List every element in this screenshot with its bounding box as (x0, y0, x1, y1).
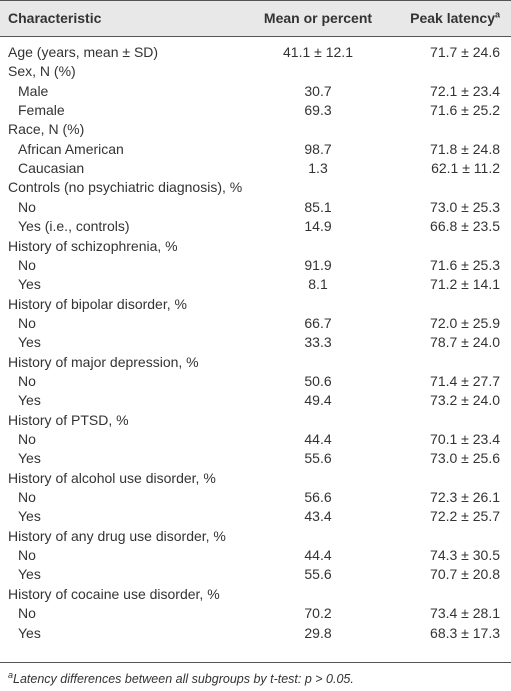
row-label: Yes (18, 334, 41, 351)
row-label: Yes (i.e., controls) (18, 218, 130, 235)
row-label: No (18, 431, 36, 447)
latency-cell: 71.2 ± 14.1 (430, 276, 500, 293)
latency-cell: 72.0 ± 25.9 (430, 314, 500, 331)
row-label: No (18, 372, 36, 389)
mean-cell: 44.4 (304, 547, 332, 564)
mean-cell: 1.3 (308, 160, 328, 177)
row-label: Female (18, 102, 65, 119)
latency-cell: 71.6 ± 25.2 (430, 102, 500, 119)
mean-cell: 43.4 (304, 508, 332, 525)
row-label: Yes (18, 624, 41, 641)
row-label: Sex, N (%) (8, 63, 76, 80)
row-label: No (18, 605, 36, 622)
row-label: No (18, 489, 36, 506)
latency-cell: 70.7 ± 20.8 (430, 566, 500, 583)
row-label: No (18, 547, 36, 564)
mean-cell: 66.7 (304, 314, 332, 331)
mean-cell: 91.9 (304, 256, 332, 273)
latency-cell: 72.3 ± 26.1 (430, 489, 500, 506)
mean-cell: 14.9 (304, 218, 332, 235)
row-label: No (18, 198, 36, 215)
latency-cell: 72.1 ± 23.4 (430, 82, 500, 99)
header-cell: Peak latencya (410, 9, 500, 28)
mean-cell: 56.6 (304, 489, 332, 506)
row-label: Age (years, mean ± SD) (8, 44, 159, 60)
row-label: African American (18, 140, 124, 157)
header-text: Peak latency (410, 10, 495, 26)
footnote-sup: a (8, 669, 14, 680)
latency-cell: 73.4 ± 28.1 (430, 605, 500, 622)
mean-cell: 33.3 (304, 334, 332, 351)
header-cell: Mean or percent (263, 10, 373, 26)
mean-cell: 70.2 (304, 605, 332, 622)
latency-cell: 72.2 ± 25.7 (430, 508, 500, 525)
mean-cell: 29.8 (304, 624, 332, 641)
row-label: Male (18, 82, 49, 99)
mean-cell: 8.1 (308, 276, 328, 293)
row-label: History of major depression, % (8, 353, 199, 370)
mean-cell: 49.4 (304, 392, 332, 409)
row-label: No (18, 256, 36, 273)
mean-cell: 98.7 (304, 140, 332, 157)
mean-cell: 44.4 (304, 431, 332, 447)
latency-cell: 66.8 ± 23.5 (430, 218, 500, 235)
row-label: Yes (18, 450, 41, 467)
latency-cell: 68.3 ± 17.3 (430, 624, 500, 641)
row-label: Yes (18, 392, 41, 409)
row-label: Controls (no psychiatric diagnosis), % (8, 179, 243, 196)
latency-cell: 78.7 ± 24.0 (430, 334, 500, 351)
mean-cell: 41.1 ± 12.1 (283, 44, 353, 60)
latency-cell: 73.0 ± 25.6 (430, 450, 500, 467)
row-label: Yes (18, 566, 41, 583)
row-label: Yes (18, 508, 41, 525)
row-label: Yes (18, 276, 41, 293)
row-label: History of cocaine use disorder, % (8, 585, 220, 602)
mean-cell: 69.3 (304, 102, 332, 119)
mean-cell: 85.1 (304, 198, 332, 215)
latency-cell: 71.4 ± 27.7 (430, 372, 500, 389)
header-cell: Characteristic (8, 10, 102, 26)
mean-cell: 30.7 (304, 82, 332, 99)
mean-cell: 50.6 (304, 372, 332, 389)
row-label: No (18, 314, 36, 331)
mean-cell: 55.6 (304, 566, 332, 583)
row-label: Race, N (%) (8, 121, 85, 138)
latency-cell: 73.2 ± 24.0 (430, 392, 500, 409)
footnote-text: Latency differences between all subgroup… (13, 672, 354, 686)
latency-cell: 71.7 ± 24.6 (430, 44, 500, 60)
row-label: History of PTSD, % (8, 411, 129, 428)
header-sup: a (494, 9, 500, 20)
table-header: Characteristic Mean or percent Peak late… (0, 0, 511, 37)
latency-cell: 74.3 ± 30.5 (430, 547, 500, 564)
row-label: Caucasian (18, 160, 85, 177)
latency-cell: 70.1 ± 23.4 (430, 431, 500, 447)
row-label: History of alcohol use disorder, % (8, 469, 216, 486)
rule (0, 662, 511, 663)
latency-cell: 62.1 ± 11.2 (431, 160, 500, 177)
row-label: History of any drug use disorder, % (8, 527, 226, 544)
row-label: History of schizophrenia, % (8, 237, 178, 254)
latency-cell: 71.6 ± 25.3 (430, 256, 500, 273)
row-label: History of bipolar disorder, % (8, 295, 187, 312)
latency-cell: 71.8 ± 24.8 (430, 140, 500, 157)
latency-cell: 73.0 ± 25.3 (430, 198, 500, 215)
mean-cell: 55.6 (304, 450, 332, 467)
footnote: aLatency differences between all subgrou… (8, 669, 354, 686)
